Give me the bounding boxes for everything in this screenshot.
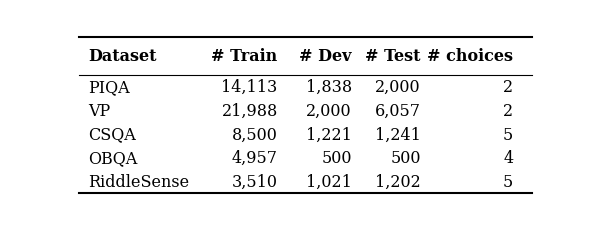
Text: 500: 500 <box>390 150 421 166</box>
Text: 21,988: 21,988 <box>222 102 278 119</box>
Text: 500: 500 <box>321 150 352 166</box>
Text: 4: 4 <box>503 150 513 166</box>
Text: 4,957: 4,957 <box>232 150 278 166</box>
Text: 6,057: 6,057 <box>375 102 421 119</box>
Text: 2,000: 2,000 <box>306 102 352 119</box>
Text: 8,500: 8,500 <box>232 126 278 143</box>
Text: # Train: # Train <box>212 48 278 65</box>
Text: 1,202: 1,202 <box>375 173 421 190</box>
Text: 5: 5 <box>503 126 513 143</box>
Text: 1,021: 1,021 <box>306 173 352 190</box>
Text: Dataset: Dataset <box>88 48 157 65</box>
Text: 3,510: 3,510 <box>232 173 278 190</box>
Text: 14,113: 14,113 <box>222 79 278 96</box>
Text: # Test: # Test <box>365 48 421 65</box>
Text: 1,838: 1,838 <box>306 79 352 96</box>
Text: CSQA: CSQA <box>88 126 136 143</box>
Text: 1,241: 1,241 <box>375 126 421 143</box>
Text: # choices: # choices <box>427 48 513 65</box>
Text: 2,000: 2,000 <box>375 79 421 96</box>
Text: 5: 5 <box>503 173 513 190</box>
Text: 2: 2 <box>503 102 513 119</box>
Text: # Dev: # Dev <box>299 48 352 65</box>
Text: 2: 2 <box>503 79 513 96</box>
Text: OBQA: OBQA <box>88 150 138 166</box>
Text: 1,221: 1,221 <box>306 126 352 143</box>
Text: PIQA: PIQA <box>88 79 130 96</box>
Text: VP: VP <box>88 102 111 119</box>
Text: RiddleSense: RiddleSense <box>88 173 190 190</box>
